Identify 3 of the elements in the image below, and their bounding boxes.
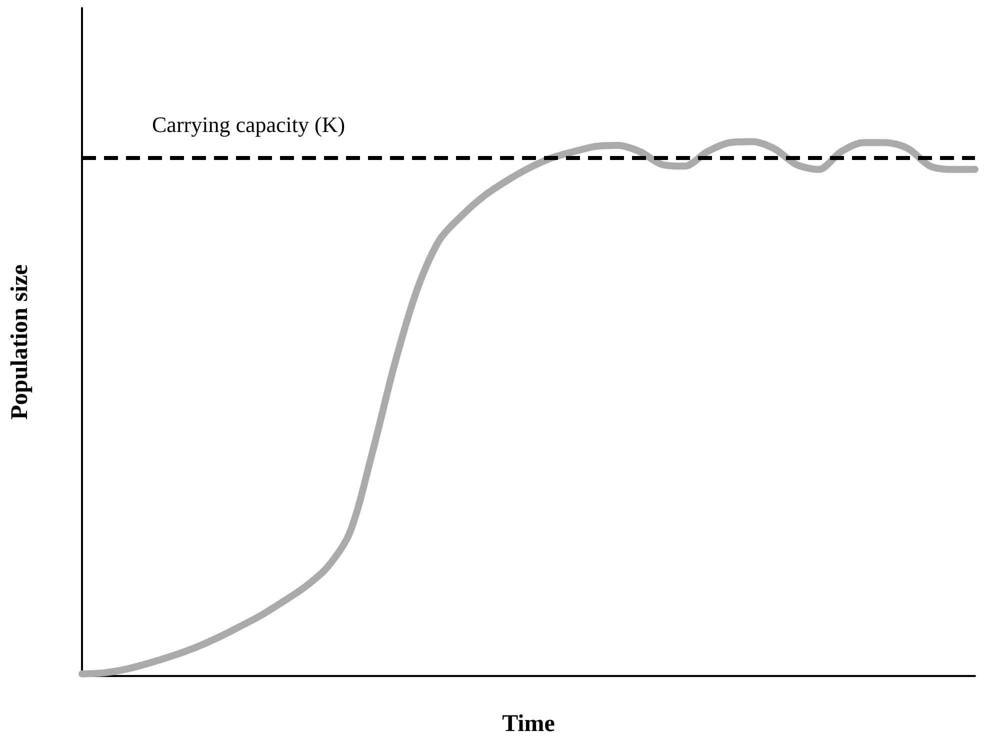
x-axis-title: Time [502,711,556,737]
ref-line-label: Carrying capacity (K) [152,112,346,138]
y-axis-title: Population size [7,264,33,420]
